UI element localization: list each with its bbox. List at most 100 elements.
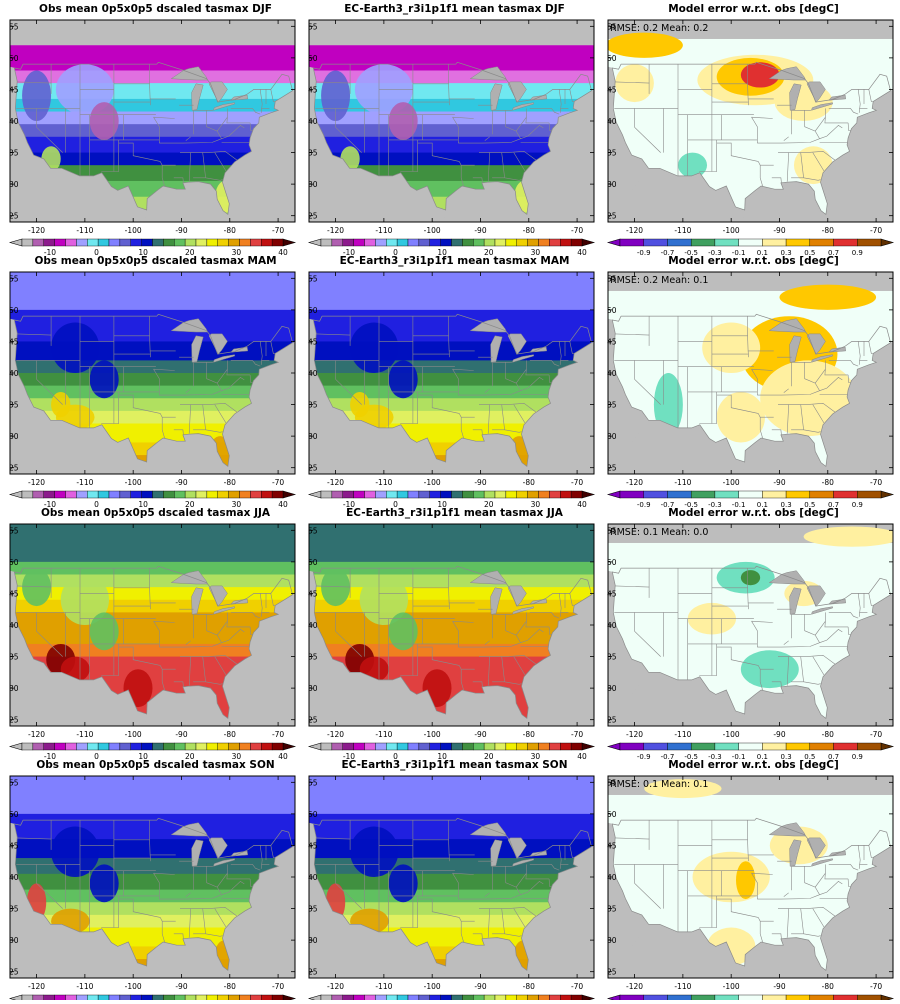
colorbar-swatch	[418, 994, 430, 1003]
colorbar-label: -0.1	[732, 249, 746, 257]
colorbar-swatch	[54, 490, 66, 499]
colorbar-swatch	[217, 994, 229, 1003]
colorbar-swatch	[239, 490, 251, 499]
colorbar-swatch	[364, 490, 376, 499]
colorbar-min-arrow	[606, 742, 621, 751]
panel-title: Model error w.r.t. obs [degC]	[668, 3, 839, 15]
lat-tick-label: 35	[308, 149, 318, 158]
colorbar-label: -10	[343, 752, 355, 761]
colorbar-swatch	[643, 994, 668, 1003]
colorbar-label: -0.7	[661, 753, 675, 761]
colorbar-swatch	[21, 742, 34, 751]
colorbar-swatch	[451, 994, 463, 1003]
colorbar-min-arrow	[307, 742, 322, 751]
colorbar-swatch	[184, 742, 197, 751]
lat-tick-label: 45	[9, 589, 19, 598]
lon-tick-label: -80	[224, 982, 236, 991]
lon-tick-label: -110	[375, 730, 392, 739]
lon-tick-label: -90	[773, 982, 785, 991]
colorbar-label: 0.7	[828, 753, 839, 761]
lon-tick-label: -100	[125, 730, 142, 739]
panel-son-error-2: Model error w.r.t. obs [degC] 25 30 35 40 45 5…	[606, 759, 895, 1003]
colorbar-swatch	[494, 238, 507, 247]
colorbar-max-arrow	[880, 490, 895, 499]
colorbar-swatch	[174, 238, 186, 247]
colorbar-swatch	[396, 742, 409, 751]
colorbar-min-arrow	[8, 238, 23, 247]
colorbar-swatch	[364, 238, 376, 247]
stats-label: RMSE: 0.2 Mean: 0.1	[610, 275, 708, 286]
lat-tick-label: 55	[308, 22, 318, 31]
lat-tick-label: 35	[9, 905, 19, 914]
lon-tick-label: -100	[125, 982, 142, 991]
lon-tick-label: -120	[327, 478, 344, 487]
colorbar-swatch	[690, 742, 716, 751]
colorbar-swatch	[643, 490, 668, 499]
colorbar-swatch	[195, 742, 208, 751]
lat-tick-label: 30	[607, 432, 617, 441]
lon-tick-label: -100	[723, 478, 740, 487]
lat-tick-label: 45	[9, 85, 19, 94]
lon-tick-label: -110	[674, 226, 691, 235]
lat-tick-label: 55	[607, 526, 617, 535]
lat-tick-label: 25	[308, 968, 318, 977]
lat-tick-label: 50	[607, 810, 617, 819]
colorbar-swatch	[833, 490, 858, 499]
lon-tick-label: -120	[626, 730, 643, 739]
colorbar-label: 0.5	[804, 249, 815, 257]
lat-tick-label: 25	[9, 464, 19, 473]
colorbar-swatch	[119, 238, 131, 247]
colorbar-swatch	[76, 490, 88, 499]
colorbar-swatch	[396, 490, 409, 499]
panel-title: Model error w.r.t. obs [degC]	[668, 759, 839, 771]
colorbar-swatch	[261, 238, 273, 247]
lat-tick-label: 45	[308, 841, 318, 850]
colorbar-label: 0	[94, 248, 99, 257]
colorbar-swatch	[228, 742, 240, 751]
lat-tick-label: 30	[9, 180, 19, 189]
colorbar-label: 30	[531, 500, 541, 509]
colorbar-swatch	[174, 742, 186, 751]
colorbar-label: 0.9	[852, 249, 863, 257]
colorbar-label: -0.3	[708, 249, 722, 257]
colorbar-swatch	[440, 994, 452, 1003]
colorbar-swatch	[174, 490, 186, 499]
colorbar-label: -0.5	[684, 753, 698, 761]
colorbar-label: 0.7	[828, 249, 839, 257]
colorbar-swatch	[108, 490, 121, 499]
colorbar-label: 0	[393, 500, 398, 509]
lon-tick-label: -110	[76, 226, 93, 235]
colorbar-swatch	[43, 742, 55, 751]
colorbar-swatch	[462, 238, 474, 247]
lat-tick-label: 25	[308, 716, 318, 725]
colorbar: -10 0 10 20 30 40	[8, 490, 297, 509]
colorbar-swatch	[108, 238, 121, 247]
colorbar-swatch	[141, 994, 153, 1003]
colorbar-swatch	[738, 238, 763, 247]
lat-tick-label: 35	[9, 401, 19, 410]
colorbar-label: 0.1	[757, 501, 768, 509]
colorbar-swatch	[331, 490, 343, 499]
colorbar-swatch	[261, 742, 273, 751]
colorbar-swatch	[108, 742, 121, 751]
lon-tick-label: -110	[674, 478, 691, 487]
colorbar-label: -0.3	[708, 753, 722, 761]
panel-son-mean-1: EC-Earth3_r3i1p1f1 mean tasmax SON 25 30 35…	[307, 759, 596, 1003]
lat-tick-label: 45	[607, 841, 617, 850]
lon-tick-label: -90	[773, 478, 785, 487]
lat-tick-label: 55	[9, 22, 19, 31]
colorbar-swatch	[130, 994, 142, 1003]
colorbar-max-arrow	[282, 238, 297, 247]
colorbar-swatch	[163, 742, 175, 751]
colorbar-swatch	[857, 742, 882, 751]
colorbar-swatch	[538, 742, 550, 751]
colorbar-swatch	[407, 238, 420, 247]
colorbar-swatch	[690, 238, 716, 247]
lat-tick-label: 30	[607, 936, 617, 945]
colorbar-swatch	[527, 490, 539, 499]
lat-tick-label: 55	[607, 274, 617, 283]
colorbar-swatch	[527, 238, 539, 247]
colorbar-swatch	[396, 994, 409, 1003]
lat-tick-label: 35	[607, 905, 617, 914]
lon-tick-label: -70	[870, 478, 882, 487]
